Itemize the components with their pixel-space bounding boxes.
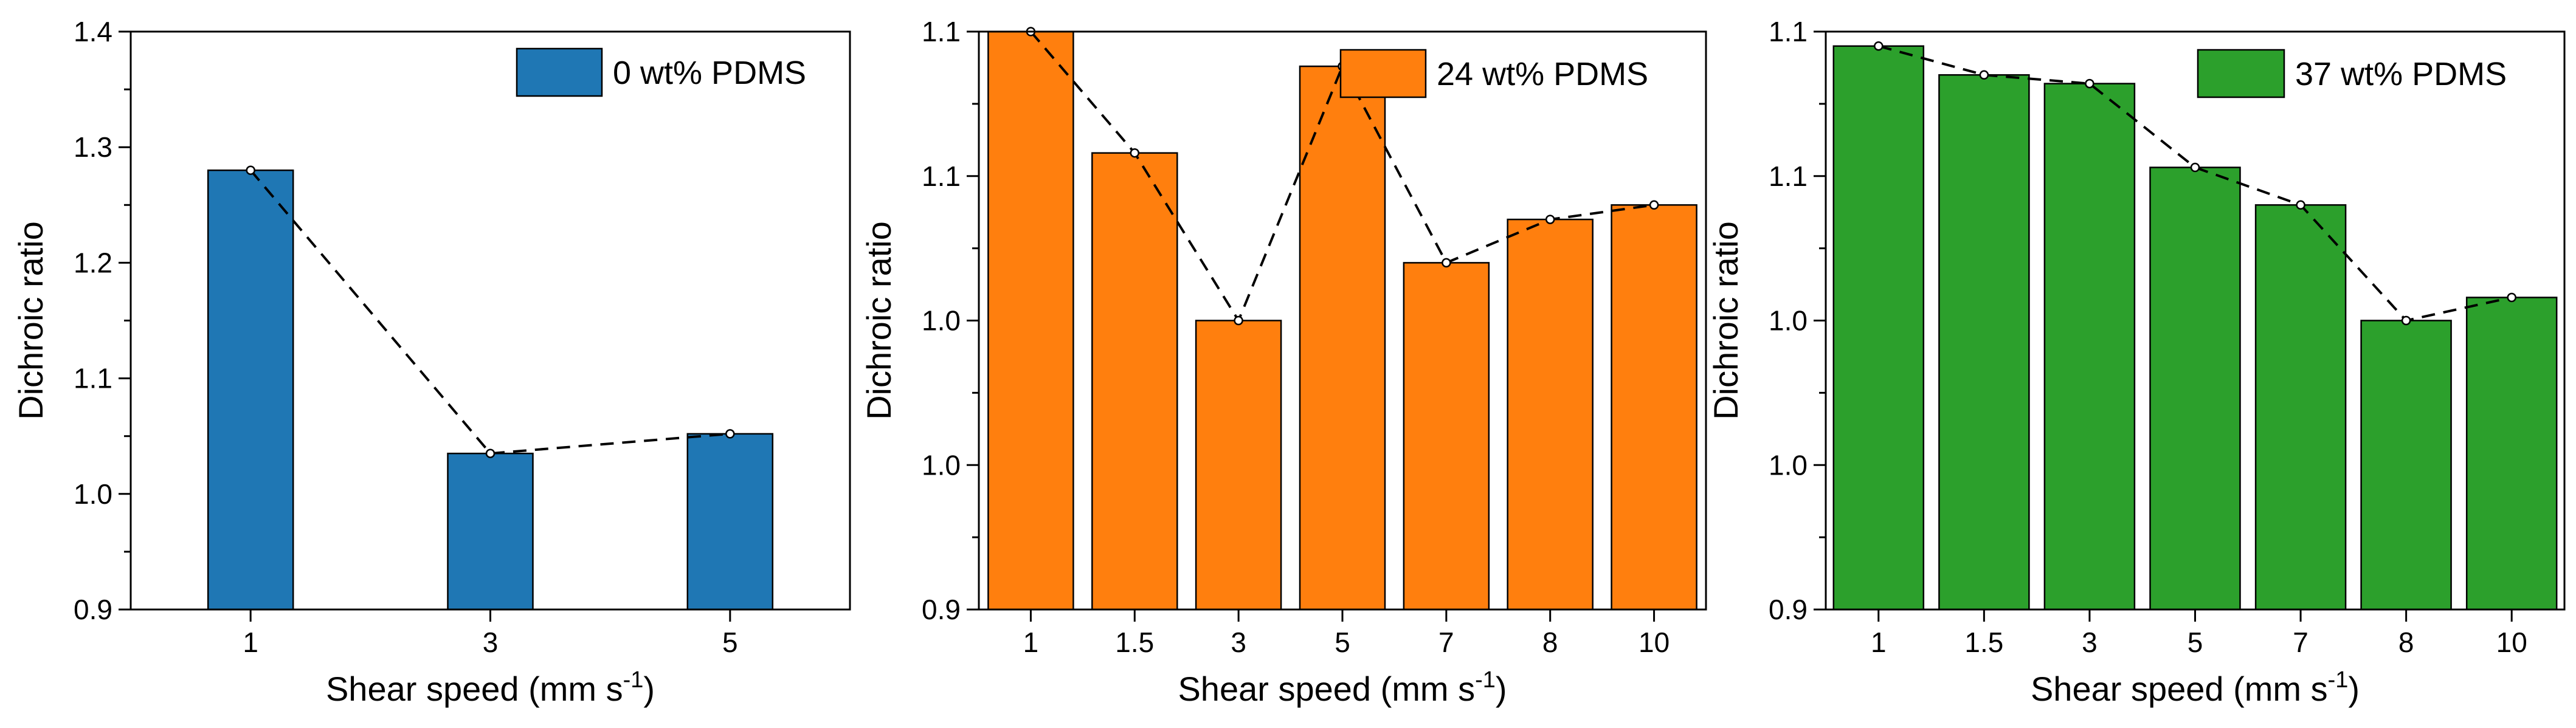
x-tick-label: 1 <box>243 627 258 658</box>
y-tick-label: 0.9 <box>922 594 961 625</box>
bar-5 <box>1299 65 1386 611</box>
data-point-8 <box>2401 315 2411 326</box>
data-point-3 <box>2085 78 2094 89</box>
y-tick-label: 1.4 <box>74 16 112 47</box>
x-tick-label: 1.5 <box>1964 627 2003 658</box>
data-point-7 <box>2296 200 2305 210</box>
x-tick-label: 10 <box>2496 627 2527 658</box>
bar-1.5 <box>1938 74 2030 611</box>
data-point-10 <box>2507 292 2516 303</box>
bar-8 <box>2360 320 2452 611</box>
bar-1 <box>987 30 1074 611</box>
x-tick-label: 1 <box>1871 627 1887 658</box>
x-tick-label: 8 <box>2398 627 2414 658</box>
y-tick-label: 1.0 <box>1769 449 1808 481</box>
bar-1 <box>1832 45 1925 611</box>
data-point-3 <box>485 448 496 458</box>
bar-7 <box>1403 262 1490 611</box>
bar-7 <box>2254 204 2347 611</box>
x-axis-label: Shear speed (mm s-1) <box>326 667 655 708</box>
bar-10 <box>2465 297 2558 611</box>
data-point-8 <box>1545 215 1555 224</box>
y-tick-label: 1.1 <box>922 16 961 47</box>
x-tick-label: 7 <box>2293 627 2308 658</box>
legend-label: 37 wt% PDMS <box>2295 56 2507 92</box>
bar-1.5 <box>1091 152 1178 611</box>
bar-3 <box>447 452 534 611</box>
x-tick-label: 3 <box>2082 627 2098 658</box>
y-tick-label: 0.9 <box>74 594 112 625</box>
x-tick-label: 7 <box>1438 627 1454 658</box>
y-tick-label: 1.1 <box>922 160 961 192</box>
y-axis-label: Dichroic ratio <box>860 221 898 420</box>
x-tick-label: 3 <box>483 627 499 658</box>
data-point-5 <box>725 429 735 439</box>
bar-5 <box>2149 167 2241 611</box>
data-point-1 <box>1874 41 1884 51</box>
x-tick-label: 10 <box>1638 627 1670 658</box>
data-point-1.5 <box>1130 148 1140 158</box>
legend-swatch <box>2197 49 2285 98</box>
y-tick-label: 1.3 <box>74 131 112 163</box>
legend-label: 24 wt% PDMS <box>1437 56 1648 92</box>
bar-8 <box>1507 218 1594 611</box>
y-tick-label: 1.0 <box>74 478 112 510</box>
legend-label: 0 wt% PDMS <box>613 55 806 91</box>
bar-3 <box>1195 320 1282 611</box>
legend-swatch <box>516 47 603 97</box>
data-point-3 <box>1234 315 1243 326</box>
y-tick-label: 1.1 <box>1769 160 1808 192</box>
x-tick-label: 1 <box>1023 627 1039 658</box>
x-axis-label: Shear speed (mm s-1) <box>2031 667 2360 708</box>
x-tick-label: 1.5 <box>1115 627 1154 658</box>
x-tick-label: 8 <box>1542 627 1558 658</box>
bar-10 <box>1611 204 1697 611</box>
y-tick-label: 0.9 <box>1769 594 1808 625</box>
data-point-7 <box>1442 258 1451 268</box>
x-tick-label: 5 <box>2188 627 2203 658</box>
x-tick-label: 5 <box>722 627 738 658</box>
trend-line <box>249 169 730 455</box>
x-tick-label: 5 <box>1335 627 1350 658</box>
y-tick-label: 1.1 <box>1769 16 1808 47</box>
bar-3 <box>2043 83 2136 611</box>
data-point-1.5 <box>1979 70 1989 80</box>
bar-5 <box>686 433 774 611</box>
y-tick-label: 1.0 <box>922 449 961 481</box>
data-point-5 <box>2190 162 2200 173</box>
y-tick-label: 1.1 <box>74 363 112 394</box>
x-tick-label: 3 <box>1231 627 1246 658</box>
x-axis-label: Shear speed (mm s-1) <box>1178 667 1507 708</box>
y-tick-label: 1.0 <box>922 305 961 337</box>
y-tick-label: 1.2 <box>74 247 112 278</box>
chart-panel-2: 0.9 1.0 1.0 1.1 1.1 1 1.5 3 5 7 8 10 Shear speed (mm… <box>860 16 1707 708</box>
chart-panel-3: 0.9 1.0 1.0 1.1 1.1 1 1.5 3 5 7 8 10 Shear speed (mm… <box>1707 16 2566 708</box>
legend-swatch <box>1339 49 1427 98</box>
y-tick-label: 1.0 <box>1769 305 1808 337</box>
data-point-1 <box>246 165 255 175</box>
y-axis-label: Dichroic ratio <box>12 221 50 420</box>
data-point-10 <box>1649 200 1659 210</box>
chart-panel-1: 0.9 1.0 1.1 1.2 1.3 1.4 1 3 5 Shear speed (mm s-1… <box>12 16 851 708</box>
bar-1 <box>207 169 294 611</box>
y-axis-label: Dichroic ratio <box>1707 221 1745 420</box>
